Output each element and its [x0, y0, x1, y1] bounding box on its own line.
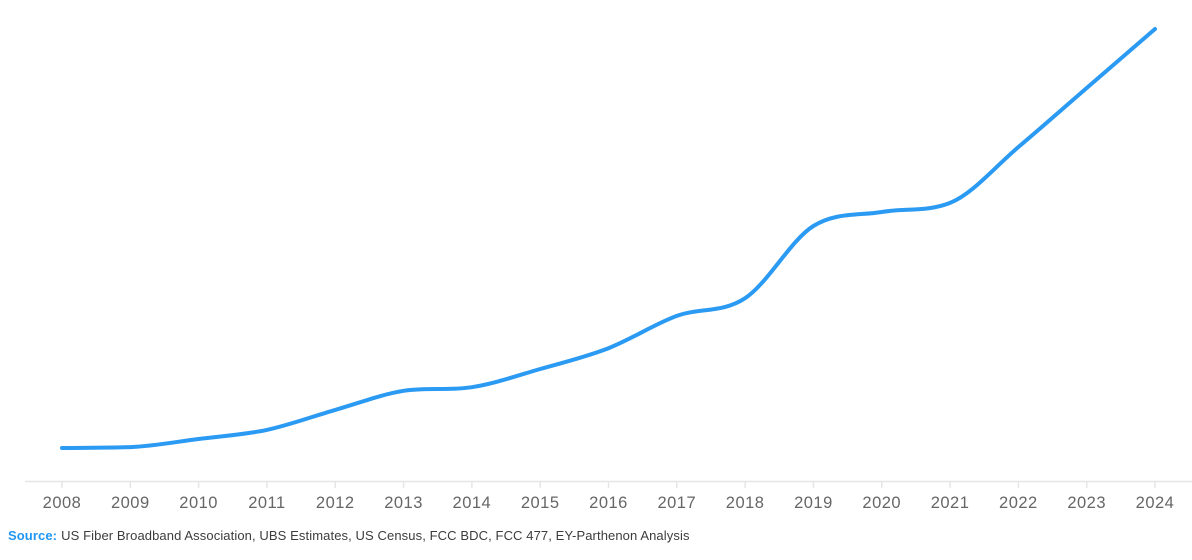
x-axis-tick-label: 2014 [453, 494, 492, 512]
x-axis-tick-label: 2010 [179, 494, 218, 512]
x-axis-labels: 2008 2009 2010 2011 2012 2013 2014 2015 2016 2017… [43, 494, 1175, 512]
x-axis-tick-label: 2012 [316, 494, 355, 512]
x-axis-tick-label: 2008 [43, 494, 82, 512]
x-axis-tick-label: 2017 [657, 494, 696, 512]
x-axis-tick-label: 2023 [1067, 494, 1106, 512]
x-axis-tick-label: 2009 [111, 494, 150, 512]
x-axis-tick-label: 2011 [248, 494, 285, 512]
x-axis-tick-label: 2016 [589, 494, 628, 512]
x-axis-tick-label: 2019 [794, 494, 833, 512]
trend-line [60, 27, 1157, 450]
x-axis-tick-label: 2020 [862, 494, 901, 512]
x-axis-tick-label: 2022 [999, 494, 1038, 512]
x-axis-tick-label: 2013 [384, 494, 423, 512]
x-axis-tick-label: 2018 [726, 494, 765, 512]
x-axis-tick-label: 2021 [931, 494, 970, 512]
x-axis-tick-label: 2015 [521, 494, 560, 512]
x-axis-ticks [61, 481, 1156, 488]
source-line: Source: US Fiber Broadband Association, U… [8, 528, 690, 543]
source-label: Source: [8, 528, 58, 543]
x-axis-tick-label: 2024 [1136, 494, 1175, 512]
source-text: US Fiber Broadband Association, UBS Esti… [61, 528, 690, 543]
